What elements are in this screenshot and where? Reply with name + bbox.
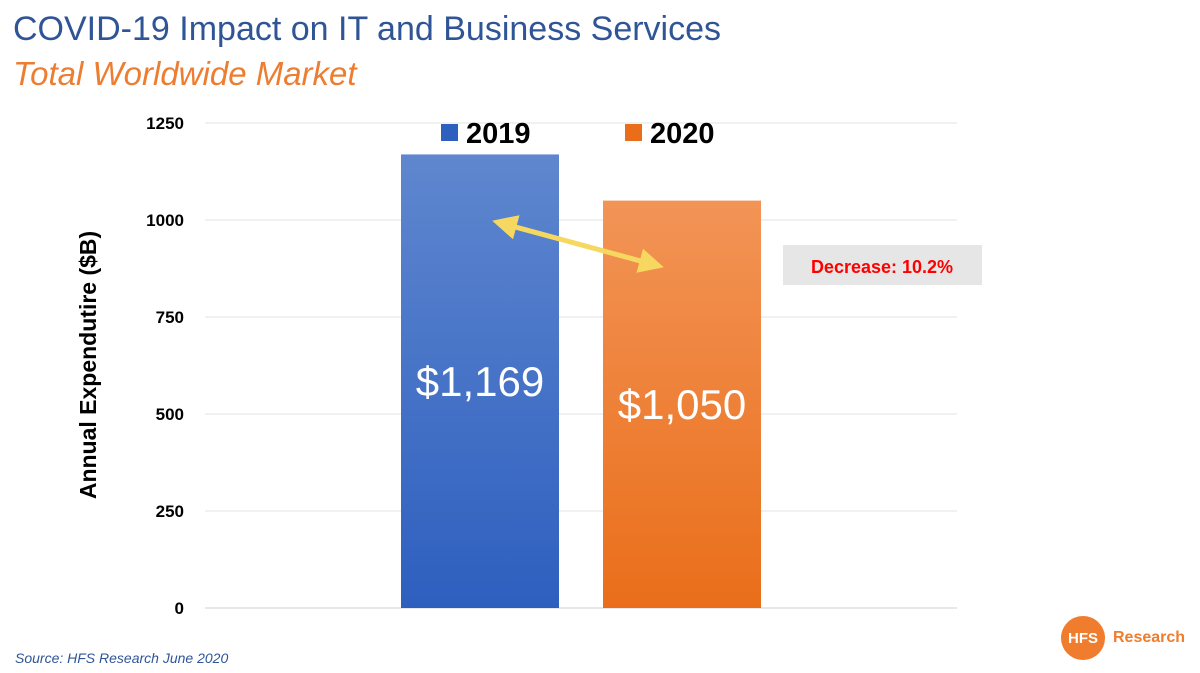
legend-swatch-2020 — [625, 124, 642, 141]
legend-swatch-2019 — [441, 124, 458, 141]
chart-title: COVID-19 Impact on IT and Business Servi… — [13, 10, 722, 48]
source-note: Source: HFS Research June 2020 — [15, 650, 229, 666]
y-axis-title: Annual Expendutire ($B) — [75, 231, 101, 499]
decrease-arrow — [492, 215, 664, 273]
y-tick-label: 1250 — [146, 114, 184, 133]
y-tick-label: 500 — [156, 405, 184, 424]
hfs-logo: HFS Research — [1061, 616, 1185, 660]
chart-subtitle: Total Worldwide Market — [13, 55, 357, 92]
y-tick-label: 0 — [175, 599, 184, 618]
y-tick-label: 1000 — [146, 211, 184, 230]
hfs-logo-text: Research — [1113, 629, 1186, 646]
y-tick-label: 750 — [156, 308, 184, 327]
annotation-text: Decrease: 10.2% — [811, 257, 953, 277]
annotation-box — [783, 245, 982, 285]
y-tick-label: 250 — [156, 502, 184, 521]
hfs-logo-mark: HFS — [1061, 616, 1105, 660]
legend-label-2020: 2020 — [650, 118, 715, 150]
legend-label-2019: 2019 — [466, 118, 531, 150]
data-label-2020: $1,050 — [618, 381, 746, 428]
data-label-2019: $1,169 — [416, 358, 544, 405]
